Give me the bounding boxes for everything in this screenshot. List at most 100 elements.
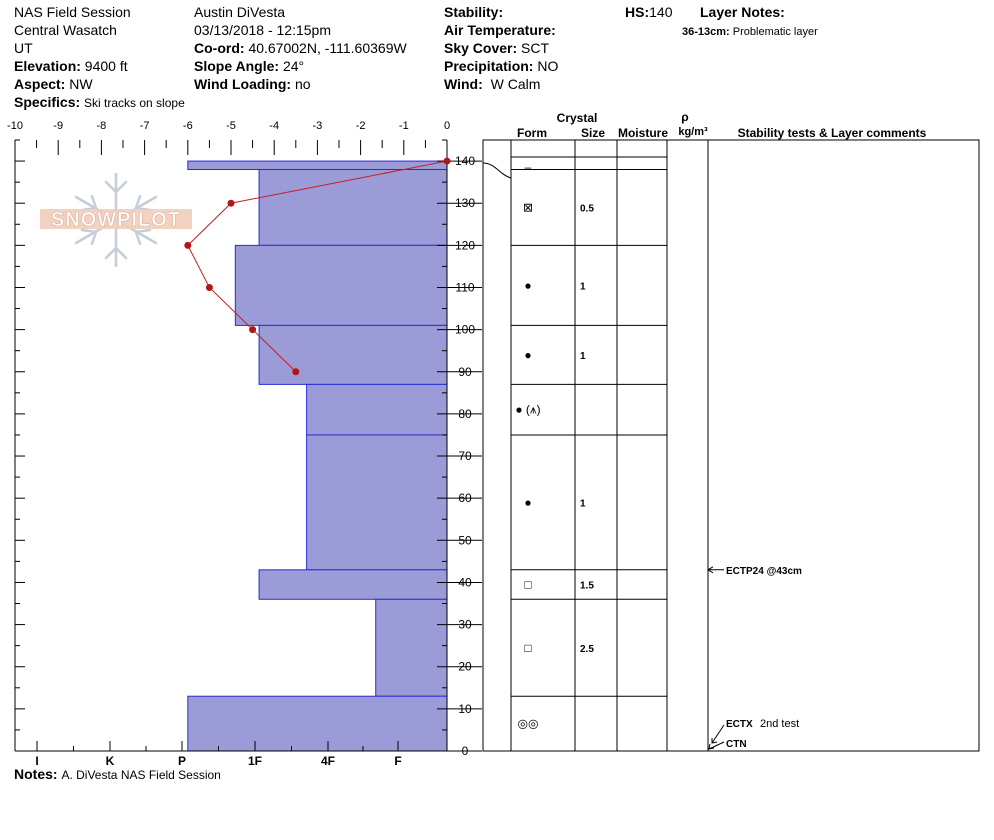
- hardness-layer-bar: [258, 168, 448, 246]
- temperature-point: [205, 283, 213, 291]
- temperature-tick-label: -10: [7, 120, 23, 132]
- temperature-tick-label: -6: [183, 120, 193, 132]
- temperature-tick-label: -4: [269, 120, 279, 132]
- stability-test-arrow: [708, 741, 725, 750]
- header-stability: Stability tests & Layer comments: [738, 126, 927, 140]
- height-tick-label: 100: [455, 323, 475, 337]
- slope-label: Slope Angle:: [194, 58, 280, 74]
- temperature-tick-label: -1: [399, 120, 409, 132]
- hardness-tick-label: 4F: [321, 754, 335, 768]
- height-tick-label: 110: [455, 280, 474, 294]
- temperature-tick-label: -9: [53, 120, 63, 132]
- height-tick-label: 40: [458, 575, 472, 589]
- surface-connector: [482, 162, 512, 179]
- sky-cover: Sky Cover: SCT: [444, 40, 549, 56]
- height-tick-label: 140: [455, 154, 475, 168]
- aspect-value: NW: [69, 76, 93, 92]
- temperature-tick-label: -7: [140, 120, 150, 132]
- temperature-point: [249, 326, 257, 334]
- coordinates: Co-ord: 40.67002N, -111.60369W: [194, 40, 407, 56]
- specifics: Specifics: Ski tracks on slope: [14, 94, 185, 111]
- crystal-form-symbol: ●: [524, 348, 531, 362]
- layer-table-frame: [482, 139, 980, 752]
- snowpilot-logo: SNOWPILOT: [40, 172, 192, 268]
- temperature-tick-label: -2: [356, 120, 366, 132]
- datetime: 03/13/2018 - 12:15pm: [194, 22, 331, 38]
- precip-value: NO: [537, 58, 559, 74]
- crystal-size: 1.5: [580, 581, 594, 592]
- hardness-layer-bar: [258, 569, 448, 600]
- temperature-tick-label: 0: [444, 120, 450, 132]
- crystal-form-symbol: ◎◎: [518, 717, 539, 731]
- specifics-label: Specifics:: [14, 94, 81, 110]
- session-title: NAS Field Session: [14, 4, 131, 20]
- hardness-tick-label: I: [35, 754, 38, 768]
- elevation-label: Elevation:: [14, 58, 81, 74]
- crystal-size: 0.5: [580, 203, 594, 214]
- wind-label: Wind:: [444, 76, 483, 92]
- hardness-tick-label: P: [178, 754, 186, 768]
- height-tick-label: 30: [458, 618, 472, 632]
- hardness-layer-bar: [306, 383, 448, 436]
- crystal-size: 2.5: [580, 644, 594, 655]
- layer-notes-label: Layer Notes:: [700, 4, 785, 20]
- coord-value: 40.67002N, -111.60369W: [248, 40, 407, 56]
- wind: Wind: W Calm: [444, 76, 540, 92]
- specifics-value: Ski tracks on slope: [84, 96, 185, 110]
- elevation-value: 9400 ft: [84, 58, 128, 74]
- hs-label: HS:: [625, 4, 650, 20]
- precipitation: Precipitation: NO: [444, 58, 558, 74]
- notes: Notes: A. DiVesta NAS Field Session: [14, 766, 221, 783]
- header-form: Form: [517, 126, 547, 140]
- stability-test-extra: 2nd test: [760, 718, 799, 730]
- aspect-label: Aspect:: [14, 76, 66, 92]
- sky-label: Sky Cover:: [444, 40, 518, 56]
- hardness-layer-bar: [375, 598, 448, 697]
- crystal-size: 1: [580, 351, 586, 362]
- height-tick-label: 80: [458, 407, 472, 421]
- stability-test-arrow: [711, 724, 725, 744]
- temperature-tick-label: -5: [226, 120, 236, 132]
- stability-label: Stability:: [444, 4, 504, 20]
- temperature-tick-label: -8: [97, 120, 107, 132]
- header-rho: ρ: [681, 110, 688, 124]
- crystal-form-symbol: □: [524, 578, 531, 592]
- crystal-form-symbol: ⊠: [523, 200, 533, 214]
- height-tick-label: 120: [455, 238, 475, 252]
- height-tick-label: 50: [458, 533, 472, 547]
- wind-loading-label: Wind Loading:: [194, 76, 292, 92]
- coord-label: Co-ord:: [194, 40, 245, 56]
- temperature-line: [187, 160, 448, 373]
- crystal-form-symbol: ● (⩚): [515, 403, 540, 417]
- wind-value: W Calm: [490, 76, 541, 92]
- wind-loading-value: no: [294, 76, 311, 92]
- temperature-tick-label: -3: [313, 120, 323, 132]
- stability-test-arrow: [707, 566, 724, 574]
- layer-note-range: 36-13cm:: [682, 26, 730, 38]
- air-temp-label: Air Temperature:: [444, 22, 556, 38]
- hardness-layer-bar: [258, 324, 448, 385]
- stability-test-label: ECTX: [726, 719, 753, 730]
- hs-value: 140: [649, 4, 673, 20]
- height-tick-label: 90: [458, 365, 472, 379]
- crystal-size: 1: [580, 281, 586, 292]
- elevation: Elevation: 9400 ft: [14, 58, 128, 74]
- temperature-point: [443, 157, 451, 165]
- state: UT: [14, 40, 33, 56]
- crystal-form-symbol: ●: [524, 495, 531, 509]
- wind-loading: Wind Loading: no: [194, 76, 311, 92]
- header-crystal: Crystal: [557, 111, 598, 125]
- temperature-point: [227, 199, 235, 207]
- slope-value: 24°: [282, 58, 305, 74]
- height-tick-label: 20: [458, 660, 472, 674]
- crystal-size: 1: [580, 498, 586, 509]
- hs: HS:140: [625, 4, 672, 20]
- header-density-unit: kg/m³: [678, 126, 708, 138]
- stability-test-label: CTN: [726, 739, 747, 750]
- precip-label: Precipitation:: [444, 58, 534, 74]
- layer-note-text: Problematic layer: [732, 26, 818, 38]
- header-size: Size: [581, 126, 605, 140]
- hardness-tick-label: K: [106, 754, 115, 768]
